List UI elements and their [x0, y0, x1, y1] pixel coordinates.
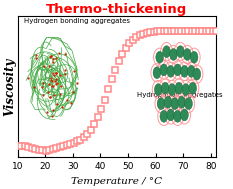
- Title: Thermo-thickening: Thermo-thickening: [46, 3, 188, 16]
- Ellipse shape: [185, 98, 192, 110]
- Ellipse shape: [153, 67, 161, 79]
- Ellipse shape: [175, 82, 183, 94]
- Ellipse shape: [160, 64, 168, 76]
- Ellipse shape: [161, 82, 169, 94]
- Ellipse shape: [163, 46, 170, 57]
- Ellipse shape: [164, 96, 172, 108]
- Ellipse shape: [181, 65, 188, 77]
- Ellipse shape: [154, 84, 162, 95]
- Ellipse shape: [174, 110, 182, 122]
- Ellipse shape: [183, 49, 191, 60]
- Ellipse shape: [188, 65, 195, 77]
- Ellipse shape: [171, 98, 179, 110]
- Ellipse shape: [178, 96, 185, 108]
- Ellipse shape: [190, 51, 198, 63]
- Ellipse shape: [156, 51, 164, 63]
- Ellipse shape: [174, 64, 182, 76]
- Y-axis label: Viscosity: Viscosity: [3, 58, 17, 116]
- Ellipse shape: [193, 68, 201, 80]
- Text: Hydrophobic aggregates: Hydrophobic aggregates: [137, 92, 223, 98]
- Ellipse shape: [167, 65, 175, 77]
- Text: Hydrogen bonding aggregates: Hydrogen bonding aggregates: [24, 18, 130, 24]
- Ellipse shape: [167, 109, 175, 121]
- Ellipse shape: [170, 49, 177, 60]
- Ellipse shape: [168, 84, 176, 95]
- Ellipse shape: [160, 110, 168, 122]
- Ellipse shape: [176, 46, 184, 57]
- Ellipse shape: [181, 109, 188, 121]
- Ellipse shape: [157, 98, 165, 110]
- Ellipse shape: [189, 82, 197, 94]
- X-axis label: Temperature / °C: Temperature / °C: [72, 177, 163, 186]
- Ellipse shape: [182, 84, 190, 95]
